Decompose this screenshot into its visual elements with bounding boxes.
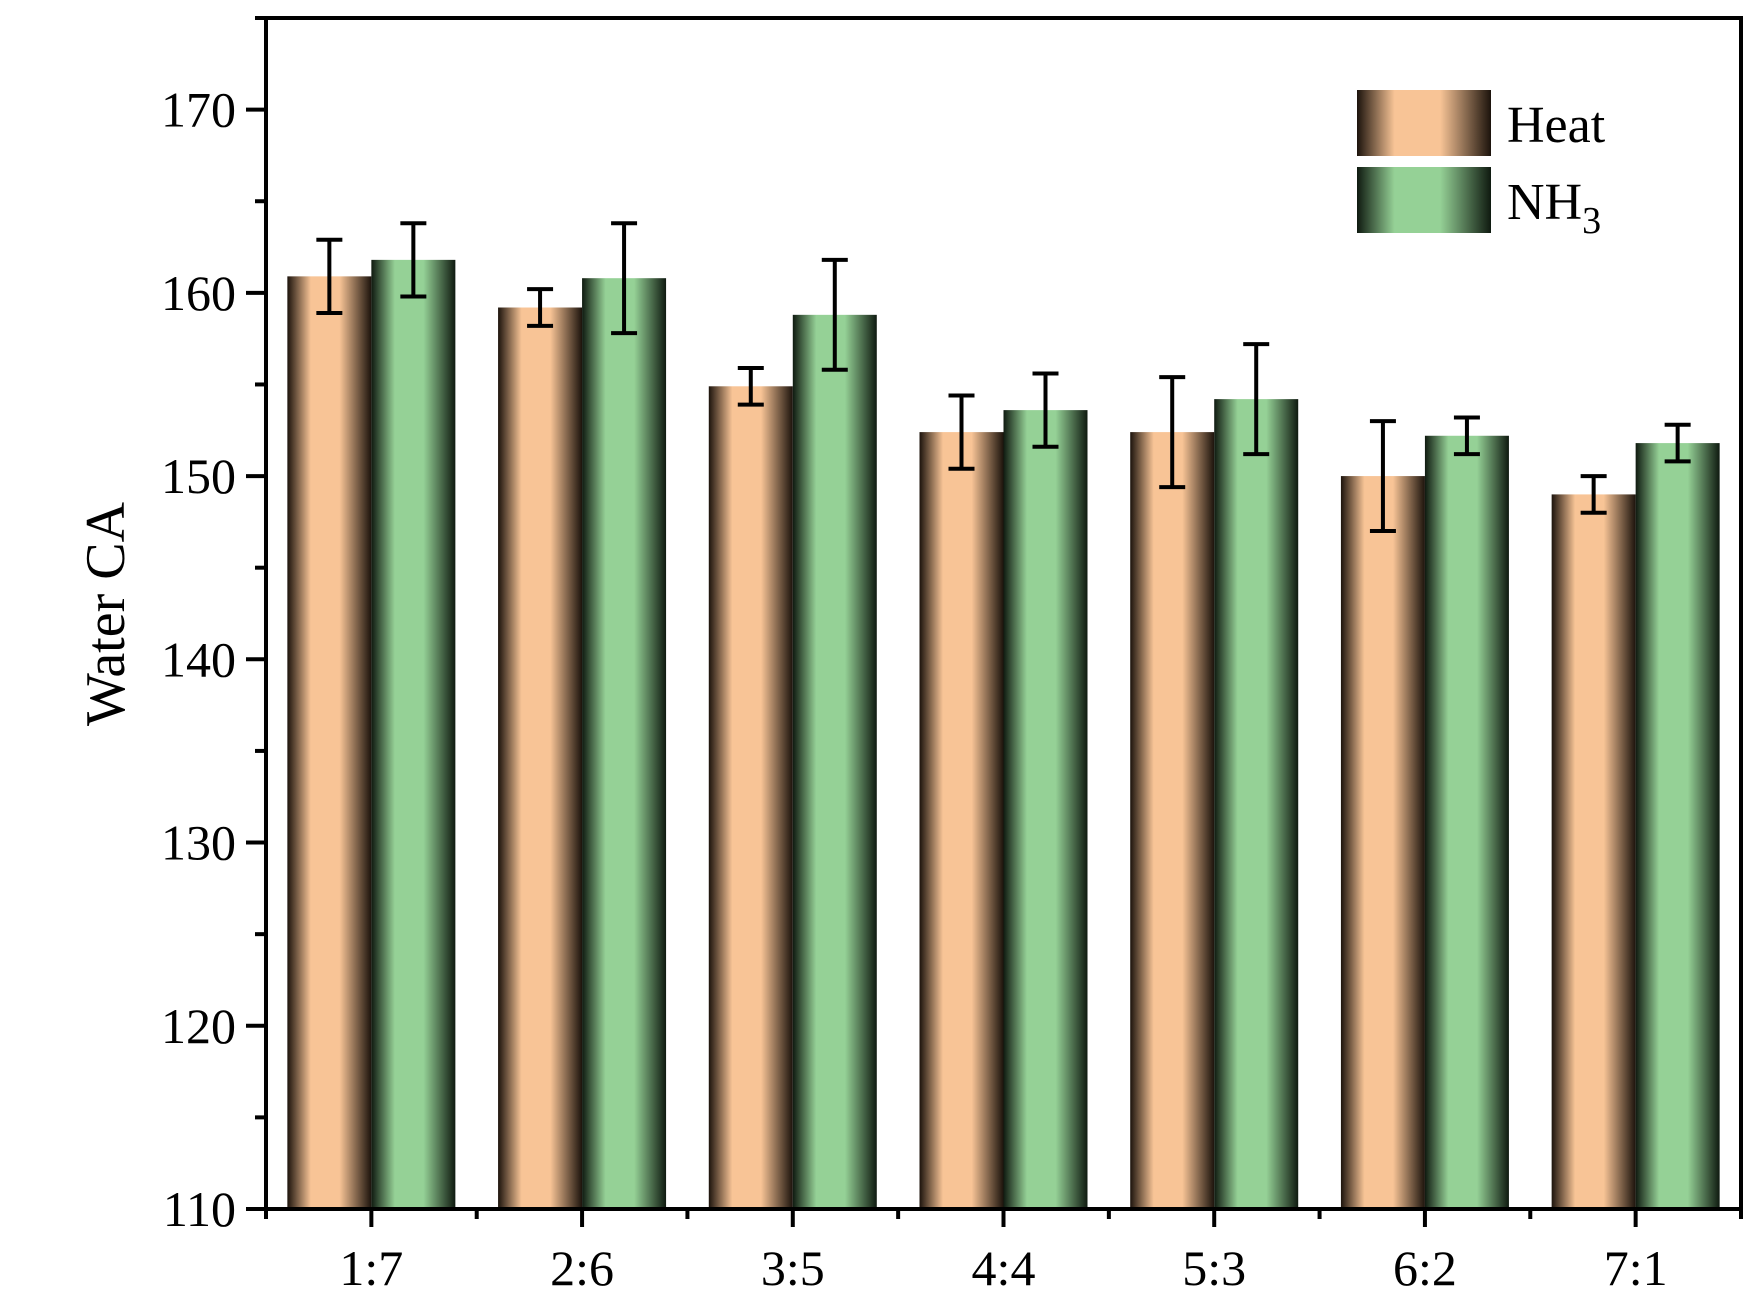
bar-nh3-2-6 xyxy=(582,278,667,1209)
bar-nh3-5-3 xyxy=(1214,399,1299,1209)
bar-heat-2-6 xyxy=(498,307,583,1209)
x-tick-label: 1:7 xyxy=(339,1240,403,1296)
y-tick-label: 160 xyxy=(161,265,236,321)
bar-heat-6-2 xyxy=(1340,476,1425,1210)
bar-heat-1-7 xyxy=(287,276,372,1210)
x-tick-label: 4:4 xyxy=(972,1240,1036,1296)
bar-nh3-3-5 xyxy=(792,314,877,1209)
error-bar-nh3-3-5 xyxy=(821,257,848,372)
error-bar-nh3-6-2 xyxy=(1453,415,1480,457)
bar-heat-5-3 xyxy=(1130,432,1215,1209)
x-tick-label: 3:5 xyxy=(761,1240,825,1296)
bar-heat-4-4 xyxy=(919,432,1004,1209)
error-bar-heat-5-3 xyxy=(1159,375,1186,490)
y-tick-label: 110 xyxy=(163,1181,236,1237)
error-bar-heat-1-7 xyxy=(316,237,343,316)
error-bars-group xyxy=(316,221,1691,534)
error-bar-heat-3-5 xyxy=(737,365,764,407)
bars-group xyxy=(287,259,1720,1210)
legend-label-subscript: 3 xyxy=(1582,200,1601,242)
y-tick-label: 140 xyxy=(161,631,236,687)
error-bar-nh3-1-7 xyxy=(400,221,427,299)
x-tick-label: 7:1 xyxy=(1604,1240,1668,1296)
bar-nh3-4-4 xyxy=(1003,410,1088,1209)
y-tick-label: 150 xyxy=(161,448,236,504)
bar-nh3-7-1 xyxy=(1635,443,1720,1209)
error-bar-nh3-4-4 xyxy=(1032,371,1059,449)
y-tick-label: 120 xyxy=(161,998,236,1054)
x-tick-label: 2:6 xyxy=(550,1240,614,1296)
legend-label-heat: Heat xyxy=(1507,97,1606,154)
x-tick-label: 5:3 xyxy=(1182,1240,1246,1296)
error-bar-nh3-5-3 xyxy=(1243,342,1270,457)
y-tick-label: 130 xyxy=(161,815,236,871)
error-bar-heat-4-4 xyxy=(948,393,975,471)
bar-heat-7-1 xyxy=(1551,494,1636,1209)
axes-group: 110 120 130 140 150 160 170 1:7 2:6 3:5 4:4 5:3 6:2 7… xyxy=(161,16,1743,1296)
bar-heat-3-5 xyxy=(708,386,793,1210)
bar-nh3-6-2 xyxy=(1424,435,1509,1210)
legend-label-nh3: NH3 xyxy=(1507,174,1601,242)
legend: Heat NH3 xyxy=(1357,90,1606,242)
error-bar-heat-6-2 xyxy=(1369,419,1396,534)
y-tick-label: 170 xyxy=(161,82,236,138)
error-bar-nh3-7-1 xyxy=(1664,422,1691,464)
legend-swatch-nh3 xyxy=(1357,167,1491,233)
y-axis-title: Water CA xyxy=(75,501,137,726)
error-bar-heat-7-1 xyxy=(1580,474,1607,515)
error-bar-heat-2-6 xyxy=(527,287,554,328)
legend-swatch-heat xyxy=(1357,90,1491,156)
bar-nh3-1-7 xyxy=(371,259,456,1209)
x-tick-label: 6:2 xyxy=(1393,1240,1457,1296)
error-bar-nh3-2-6 xyxy=(611,221,638,336)
